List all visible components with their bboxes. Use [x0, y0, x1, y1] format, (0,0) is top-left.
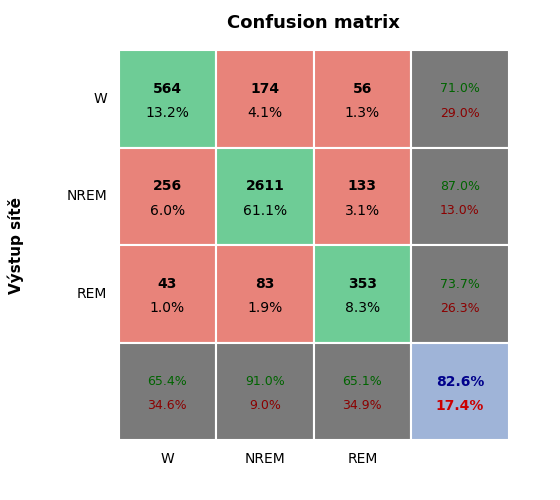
Bar: [119, 245, 216, 342]
Text: 34.6%: 34.6%: [147, 400, 187, 412]
Text: 43: 43: [158, 277, 177, 291]
Bar: [119, 50, 216, 148]
Bar: [119, 148, 216, 245]
Text: 13.2%: 13.2%: [146, 106, 189, 120]
Bar: [314, 50, 411, 148]
Bar: [411, 148, 508, 245]
Text: 174: 174: [250, 82, 279, 96]
Bar: [411, 50, 508, 148]
Text: 3.1%: 3.1%: [345, 204, 380, 218]
Text: 87.0%: 87.0%: [440, 180, 480, 193]
Text: 1.9%: 1.9%: [247, 302, 282, 316]
Bar: [216, 148, 314, 245]
Bar: [314, 342, 411, 440]
Text: 13.0%: 13.0%: [440, 204, 480, 218]
Text: 29.0%: 29.0%: [440, 107, 480, 120]
Text: 65.1%: 65.1%: [343, 375, 382, 388]
Text: REM: REM: [77, 287, 107, 300]
Bar: [119, 342, 216, 440]
Text: 61.1%: 61.1%: [243, 204, 287, 218]
Text: 91.0%: 91.0%: [245, 375, 284, 388]
Text: W: W: [161, 452, 174, 466]
Text: 4.1%: 4.1%: [248, 106, 282, 120]
Text: 564: 564: [153, 82, 182, 96]
Text: 73.7%: 73.7%: [440, 278, 480, 290]
Text: 9.0%: 9.0%: [249, 400, 281, 412]
Text: 71.0%: 71.0%: [440, 82, 480, 96]
Text: 1.0%: 1.0%: [150, 302, 185, 316]
Text: NREM: NREM: [245, 452, 285, 466]
Text: 6.0%: 6.0%: [150, 204, 185, 218]
Text: Výstup sítě: Výstup sítě: [8, 196, 25, 294]
Bar: [411, 342, 508, 440]
Text: 8.3%: 8.3%: [345, 302, 380, 316]
Bar: [216, 342, 314, 440]
Bar: [314, 245, 411, 342]
Bar: [216, 245, 314, 342]
Text: 256: 256: [153, 180, 182, 194]
Bar: [216, 50, 314, 148]
Text: 65.4%: 65.4%: [147, 375, 187, 388]
Text: REM: REM: [347, 452, 377, 466]
Text: NREM: NREM: [66, 189, 107, 203]
Text: W: W: [93, 92, 107, 106]
Bar: [314, 148, 411, 245]
Text: 353: 353: [348, 277, 377, 291]
Text: 2611: 2611: [245, 180, 284, 194]
Text: Confusion matrix: Confusion matrix: [227, 14, 400, 32]
Text: 34.9%: 34.9%: [343, 400, 382, 412]
Text: 56: 56: [353, 82, 372, 96]
Bar: [411, 245, 508, 342]
Text: 82.6%: 82.6%: [436, 374, 484, 388]
Text: 17.4%: 17.4%: [436, 399, 484, 413]
Text: 26.3%: 26.3%: [440, 302, 480, 315]
Text: 133: 133: [348, 180, 377, 194]
Text: 1.3%: 1.3%: [345, 106, 380, 120]
Text: 83: 83: [255, 277, 274, 291]
